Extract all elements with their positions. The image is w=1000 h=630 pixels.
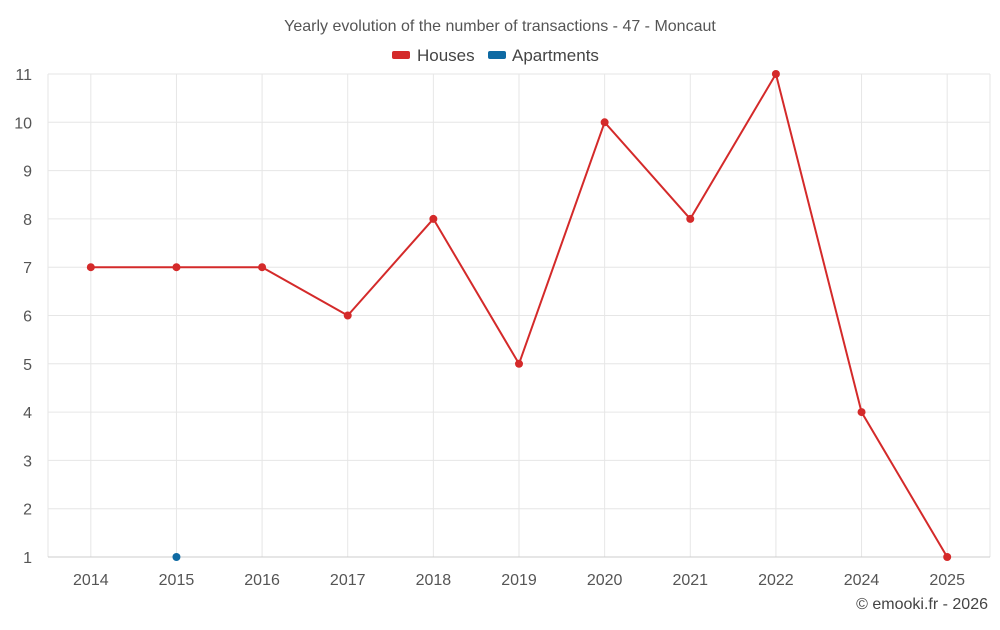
data-point-houses[interactable] <box>343 311 352 320</box>
y-tick-label: 6 <box>23 309 32 326</box>
x-tick-label: 2022 <box>758 572 794 589</box>
y-tick-label: 5 <box>23 357 32 374</box>
x-tick-label: 2021 <box>672 572 708 589</box>
data-point-houses[interactable] <box>857 408 866 417</box>
y-tick-label: 8 <box>23 212 32 229</box>
data-point-houses[interactable] <box>258 263 267 272</box>
y-tick-label: 2 <box>23 502 32 519</box>
x-tick-label: 2020 <box>587 572 623 589</box>
y-tick-label: 9 <box>23 164 32 181</box>
data-point-houses[interactable] <box>943 553 952 561</box>
data-point-houses[interactable] <box>172 263 181 272</box>
data-point-houses[interactable] <box>86 263 95 272</box>
data-point-apartments[interactable] <box>172 553 181 561</box>
x-tick-label: 2014 <box>73 572 109 589</box>
x-tick-label: 2017 <box>330 572 366 589</box>
y-tick-label: 11 <box>15 67 32 84</box>
x-tick-label: 2016 <box>244 572 280 589</box>
y-tick-label: 1 <box>23 550 32 567</box>
y-tick-label: 4 <box>23 405 32 422</box>
y-axis: 1 2 3 4 5 6 7 8 9 10 11 <box>14 67 32 567</box>
series-apartments <box>172 553 181 561</box>
data-point-houses[interactable] <box>771 70 780 78</box>
series-layer <box>86 70 952 561</box>
legend-apartments-swatch <box>488 51 506 59</box>
grid <box>47 73 991 558</box>
legend-houses-swatch <box>392 51 410 59</box>
x-tick-label: 2019 <box>501 572 537 589</box>
x-tick-label: 2018 <box>416 572 452 589</box>
legend-apartments-label[interactable]: Apartments <box>512 46 599 65</box>
credit-text: © emooki.fr - 2026 <box>856 596 988 613</box>
y-tick-label: 10 <box>14 115 32 132</box>
data-point-houses[interactable] <box>600 118 609 127</box>
x-tick-label: 2025 <box>929 572 965 589</box>
data-point-houses[interactable] <box>429 214 438 223</box>
data-point-houses[interactable] <box>686 214 695 223</box>
legend: Houses Apartments <box>392 46 599 65</box>
x-tick-label: 2024 <box>844 572 880 589</box>
data-point-houses[interactable] <box>515 359 523 368</box>
series-houses <box>86 70 952 561</box>
x-tick-label: 2015 <box>159 572 195 589</box>
y-tick-label: 7 <box>23 260 32 277</box>
legend-houses-label[interactable]: Houses <box>417 46 475 65</box>
x-axis: 2014 2015 2016 2017 2018 2019 2020 2021 2022 2024… <box>73 572 965 589</box>
chart-title: Yearly evolution of the number of transa… <box>284 18 716 35</box>
y-tick-label: 3 <box>23 453 32 470</box>
